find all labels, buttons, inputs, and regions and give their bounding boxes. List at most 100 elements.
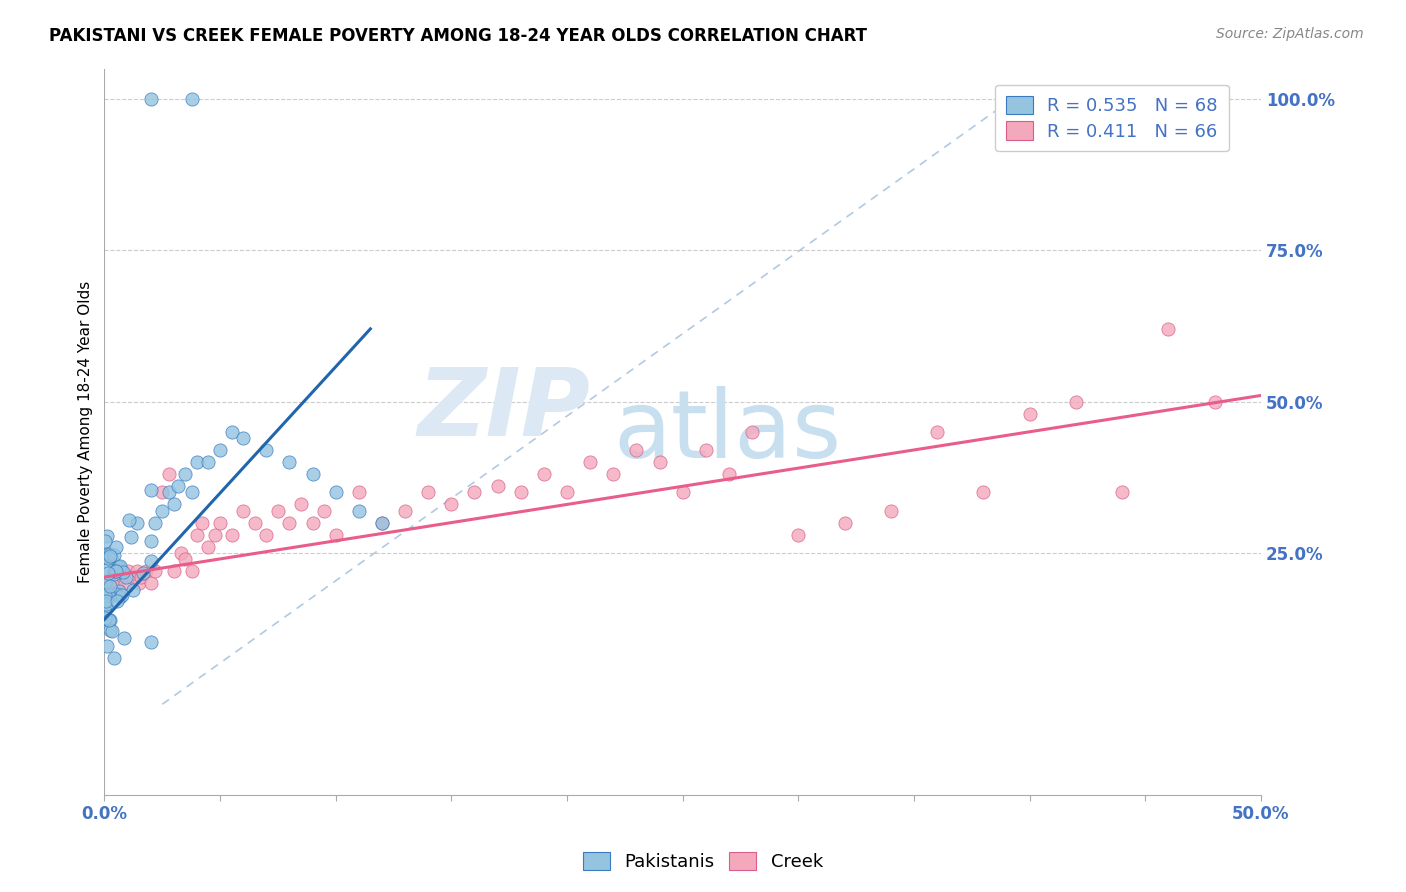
- Point: [1204, 394, 1226, 409]
- Point: [314, 503, 336, 517]
- Point: [107, 576, 129, 591]
- Point: [394, 503, 416, 517]
- Point: [97, 566, 120, 581]
- Point: [96, 592, 118, 607]
- Point: [232, 431, 254, 445]
- Point: [96, 588, 118, 602]
- Point: [122, 582, 145, 597]
- Point: [94, 589, 117, 603]
- Point: [143, 516, 166, 530]
- Point: [880, 503, 903, 517]
- Point: [135, 564, 157, 578]
- Point: [371, 516, 394, 530]
- Text: ZIP: ZIP: [418, 364, 591, 456]
- Point: [108, 583, 131, 598]
- Point: [94, 598, 117, 612]
- Point: [717, 467, 740, 482]
- Point: [117, 564, 139, 578]
- Point: [108, 559, 131, 574]
- Point: [533, 467, 555, 482]
- Point: [555, 485, 578, 500]
- Point: [325, 485, 347, 500]
- Point: [96, 594, 118, 608]
- Point: [163, 498, 186, 512]
- Point: [98, 576, 121, 591]
- Point: [181, 485, 204, 500]
- Point: [104, 570, 127, 584]
- Point: [94, 611, 117, 625]
- Point: [626, 442, 648, 457]
- Point: [170, 546, 193, 560]
- Point: [139, 554, 162, 568]
- Point: [120, 530, 142, 544]
- Point: [125, 564, 148, 578]
- Point: [301, 516, 323, 530]
- Point: [110, 564, 132, 578]
- Point: [463, 485, 485, 500]
- Point: [741, 425, 763, 439]
- Point: [174, 467, 197, 482]
- Point: [254, 442, 277, 457]
- Point: [150, 503, 173, 517]
- Point: [97, 548, 120, 562]
- Point: [101, 553, 124, 567]
- Point: [190, 516, 212, 530]
- Point: [1111, 485, 1133, 500]
- Point: [96, 529, 118, 543]
- Point: [93, 576, 115, 591]
- Point: [267, 503, 290, 517]
- Point: [278, 516, 301, 530]
- Point: [98, 547, 121, 561]
- Point: [128, 576, 150, 591]
- Point: [132, 566, 155, 581]
- Point: [100, 582, 122, 597]
- Point: [232, 503, 254, 517]
- Point: [100, 624, 122, 638]
- Point: [157, 485, 180, 500]
- Point: [112, 632, 135, 646]
- Point: [111, 588, 134, 602]
- Point: [1064, 394, 1087, 409]
- Point: [108, 590, 131, 604]
- Point: [254, 527, 277, 541]
- Text: PAKISTANI VS CREEK FEMALE POVERTY AMONG 18-24 YEAR OLDS CORRELATION CHART: PAKISTANI VS CREEK FEMALE POVERTY AMONG …: [49, 27, 868, 45]
- Point: [98, 623, 121, 637]
- Point: [301, 467, 323, 482]
- Point: [97, 551, 120, 566]
- Point: [602, 467, 624, 482]
- Point: [181, 564, 204, 578]
- Point: [94, 604, 117, 618]
- Point: [925, 425, 948, 439]
- Point: [371, 516, 394, 530]
- Point: [105, 587, 128, 601]
- Legend: Pakistanis, Creek: Pakistanis, Creek: [576, 845, 830, 879]
- Point: [157, 467, 180, 482]
- Legend: R = 0.535   N = 68, R = 0.411   N = 66: R = 0.535 N = 68, R = 0.411 N = 66: [995, 85, 1229, 152]
- Point: [139, 576, 162, 591]
- Point: [167, 479, 190, 493]
- Point: [121, 570, 143, 584]
- Point: [108, 560, 131, 574]
- Point: [579, 455, 602, 469]
- Point: [131, 570, 153, 584]
- Point: [105, 594, 128, 608]
- Point: [509, 485, 531, 500]
- Point: [347, 503, 370, 517]
- Point: [96, 639, 118, 653]
- Point: [181, 92, 204, 106]
- Text: Source: ZipAtlas.com: Source: ZipAtlas.com: [1216, 27, 1364, 41]
- Point: [114, 570, 136, 584]
- Point: [672, 485, 695, 500]
- Point: [243, 516, 266, 530]
- Point: [208, 516, 231, 530]
- Point: [103, 564, 125, 578]
- Text: atlas: atlas: [613, 386, 842, 478]
- Point: [163, 564, 186, 578]
- Point: [139, 92, 162, 106]
- Point: [197, 540, 219, 554]
- Point: [104, 564, 127, 578]
- Point: [221, 527, 243, 541]
- Point: [347, 485, 370, 500]
- Y-axis label: Female Poverty Among 18-24 Year Olds: Female Poverty Among 18-24 Year Olds: [79, 281, 93, 582]
- Point: [186, 527, 208, 541]
